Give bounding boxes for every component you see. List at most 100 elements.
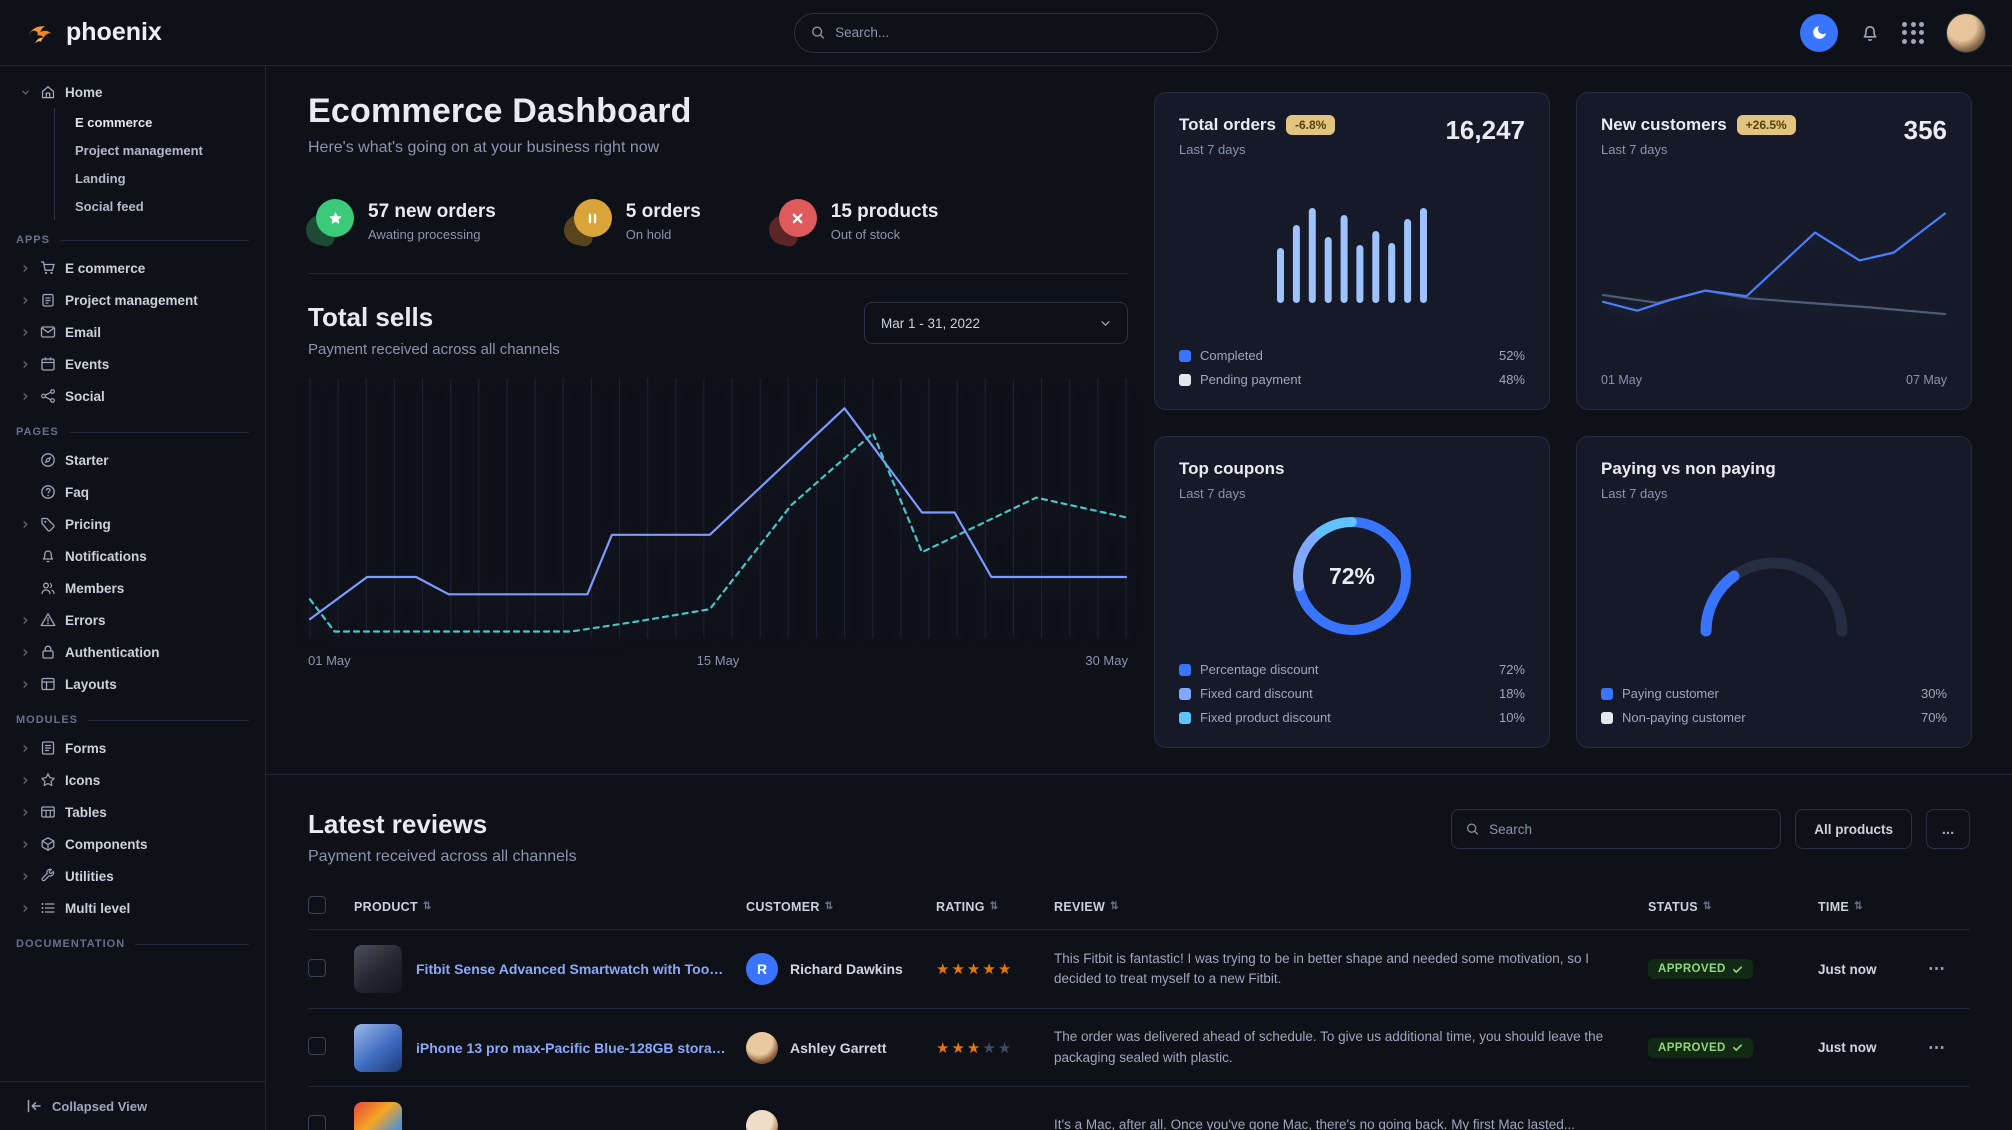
reviews-controls: All products ... (1451, 809, 1970, 849)
reviews-title: Latest reviews (308, 809, 488, 839)
legend-item-fixed-product-discount: Fixed product discount 10% (1179, 710, 1525, 725)
moon-icon (1812, 26, 1826, 39)
legend-item-fixed-card-discount: Fixed card discount 18% (1179, 686, 1525, 701)
total-sells-chart (308, 378, 1128, 638)
total-sells-subtitle: Payment received across all channels (308, 341, 560, 358)
notifications-button[interactable] (1860, 23, 1880, 43)
sidebar-item-home[interactable]: Home (12, 76, 253, 108)
search-input[interactable] (835, 25, 1201, 40)
reviews-search[interactable] (1451, 809, 1782, 849)
sidebar-item-authentication[interactable]: Authentication (12, 636, 253, 668)
chevron-right-icon (18, 776, 32, 785)
sidebar-subitem-landing[interactable]: Landing (75, 170, 126, 186)
card-paying-vs-nonpaying: Paying vs non paying Last 7 days Paying … (1576, 436, 1972, 748)
paying-gauge-chart (1700, 557, 1848, 636)
theme-toggle-button[interactable] (1800, 13, 1838, 52)
sidebar-item-project-management[interactable]: Project management (12, 284, 253, 316)
sidebar-item-layouts[interactable]: Layouts (12, 668, 253, 700)
sidebar-item-e-commerce[interactable]: E commerce (12, 252, 253, 284)
column-header-time[interactable]: TIME ⇅ (1818, 899, 1863, 914)
sidebar-item-faq[interactable]: Faq (12, 476, 253, 508)
sidebar-subitem-social-feed[interactable]: Social feed (75, 198, 144, 214)
bell-icon (40, 548, 57, 564)
card-title: New customers (1601, 115, 1727, 134)
all-products-button[interactable]: All products (1795, 809, 1912, 849)
check-icon (1732, 1044, 1742, 1052)
new-customers-x-axis: 01 May 07 May (1601, 373, 1947, 387)
latest-reviews-section: Latest reviews Payment received across a… (266, 774, 2012, 1130)
table-row: iPhone 13 pro max-Pacific Blue-128GB sto… (308, 1008, 1970, 1086)
customer-cell[interactable]: R Richard Dawkins (746, 953, 936, 985)
sidebar-item-pricing[interactable]: Pricing (12, 508, 253, 540)
reviews-more-button[interactable]: ... (1926, 809, 1970, 849)
column-header-rating[interactable]: RATING ⇅ (936, 899, 999, 914)
cart-icon (40, 260, 57, 276)
card-total-orders: Total orders -6.8% Last 7 days 16,247 Co… (1154, 92, 1550, 410)
sidebar-item-label: Events (65, 356, 110, 372)
sidebar-item-social[interactable]: Social (12, 380, 253, 412)
sidebar-item-members[interactable]: Members (12, 572, 253, 604)
customer-cell[interactable]: Ashley Garrett (746, 1031, 936, 1064)
x-tick: 30 May (1085, 653, 1128, 668)
brand[interactable]: phoenix (26, 18, 162, 48)
product-thumbnail (354, 945, 402, 993)
sidebar-item-events[interactable]: Events (12, 348, 253, 380)
total-orders-bar-chart (1277, 207, 1427, 303)
user-avatar[interactable] (1946, 12, 1986, 53)
sidebar-item-errors[interactable]: Errors (12, 604, 253, 636)
sidebar-item-label: Pricing (65, 516, 111, 532)
select-all-checkbox[interactable] (308, 896, 326, 914)
table-icon (40, 804, 57, 820)
sidebar-section-label-apps: APPS (16, 234, 249, 246)
sidebar-item-label: Starter (65, 452, 109, 468)
sidebar-item-email[interactable]: Email (12, 316, 253, 348)
product-thumbnail (354, 1023, 402, 1072)
sidebar-item-components[interactable]: Components (12, 828, 253, 860)
sidebar-subitem-project-management[interactable]: Project management (75, 142, 203, 158)
sidebar-item-label: Tables (65, 804, 107, 820)
sidebar-subitem-e-commerce[interactable]: E commerce (75, 114, 153, 130)
clipboard-icon (40, 292, 57, 308)
total-sells-title: Total sells (308, 302, 434, 332)
total-orders-value: 16,247 (1445, 115, 1525, 145)
sidebar-item-starter[interactable]: Starter (12, 444, 253, 476)
legend-item-completed: Completed 52% (1179, 348, 1525, 363)
row-checkbox[interactable] (308, 1037, 326, 1055)
column-header-product[interactable]: PRODUCT ⇅ (354, 899, 432, 914)
collapsed-view-toggle[interactable]: Collapsed View (0, 1081, 265, 1130)
sidebar-item-forms[interactable]: Forms (12, 732, 253, 764)
total-sells-x-axis: 01 May 15 May 30 May (308, 653, 1128, 668)
reviews-search-input[interactable] (1489, 821, 1767, 837)
column-header-status[interactable]: STATUS ⇅ (1648, 899, 1712, 914)
sidebar-item-label: Multi level (65, 900, 131, 916)
sidebar-item-label: Authentication (65, 644, 160, 660)
chevron-right-icon (18, 648, 32, 657)
sidebar-item-icons[interactable]: Icons (12, 764, 253, 796)
sidebar-item-label: Layouts (65, 676, 117, 692)
row-actions-button[interactable]: ⋯ (1928, 1037, 1945, 1057)
sidebar-item-multi-level[interactable]: Multi level (12, 892, 253, 924)
sidebar-item-utilities[interactable]: Utilities (12, 860, 253, 892)
card-title: Top coupons (1179, 459, 1285, 478)
sidebar-item-label: Errors (65, 612, 106, 628)
sort-icon: ⇅ (1702, 901, 1712, 912)
card-period: Last 7 days (1179, 486, 1246, 501)
apps-grid-button[interactable] (1902, 21, 1924, 44)
chevron-right-icon (18, 360, 32, 369)
date-range-select[interactable]: Mar 1 - 31, 2022 (864, 302, 1128, 344)
row-checkbox[interactable] (308, 1115, 326, 1130)
sidebar-item-notifications[interactable]: Notifications (12, 540, 253, 572)
top-navbar: phoenix (0, 0, 2012, 66)
product-link[interactable]: iPhone 13 pro max-Pacific Blue-128GB sto… (416, 1039, 726, 1056)
reviews-table: PRODUCT ⇅ CUSTOMER ⇅ RATING ⇅ REVIEW ⇅ STATU… (308, 888, 1970, 1130)
legend-item-paying-customer: Paying customer 30% (1601, 686, 1947, 701)
global-search[interactable] (794, 12, 1218, 53)
row-checkbox[interactable] (308, 958, 326, 977)
sidebar-item-tables[interactable]: Tables (12, 796, 253, 828)
box-icon (40, 836, 57, 852)
column-header-review[interactable]: REVIEW ⇅ (1054, 899, 1119, 914)
product-link[interactable]: Fitbit Sense Advanced Smartwatch with To… (416, 961, 726, 977)
customer-cell[interactable] (746, 1109, 936, 1130)
row-actions-button[interactable]: ⋯ (1928, 959, 1945, 978)
column-header-customer[interactable]: CUSTOMER ⇅ (746, 899, 834, 914)
